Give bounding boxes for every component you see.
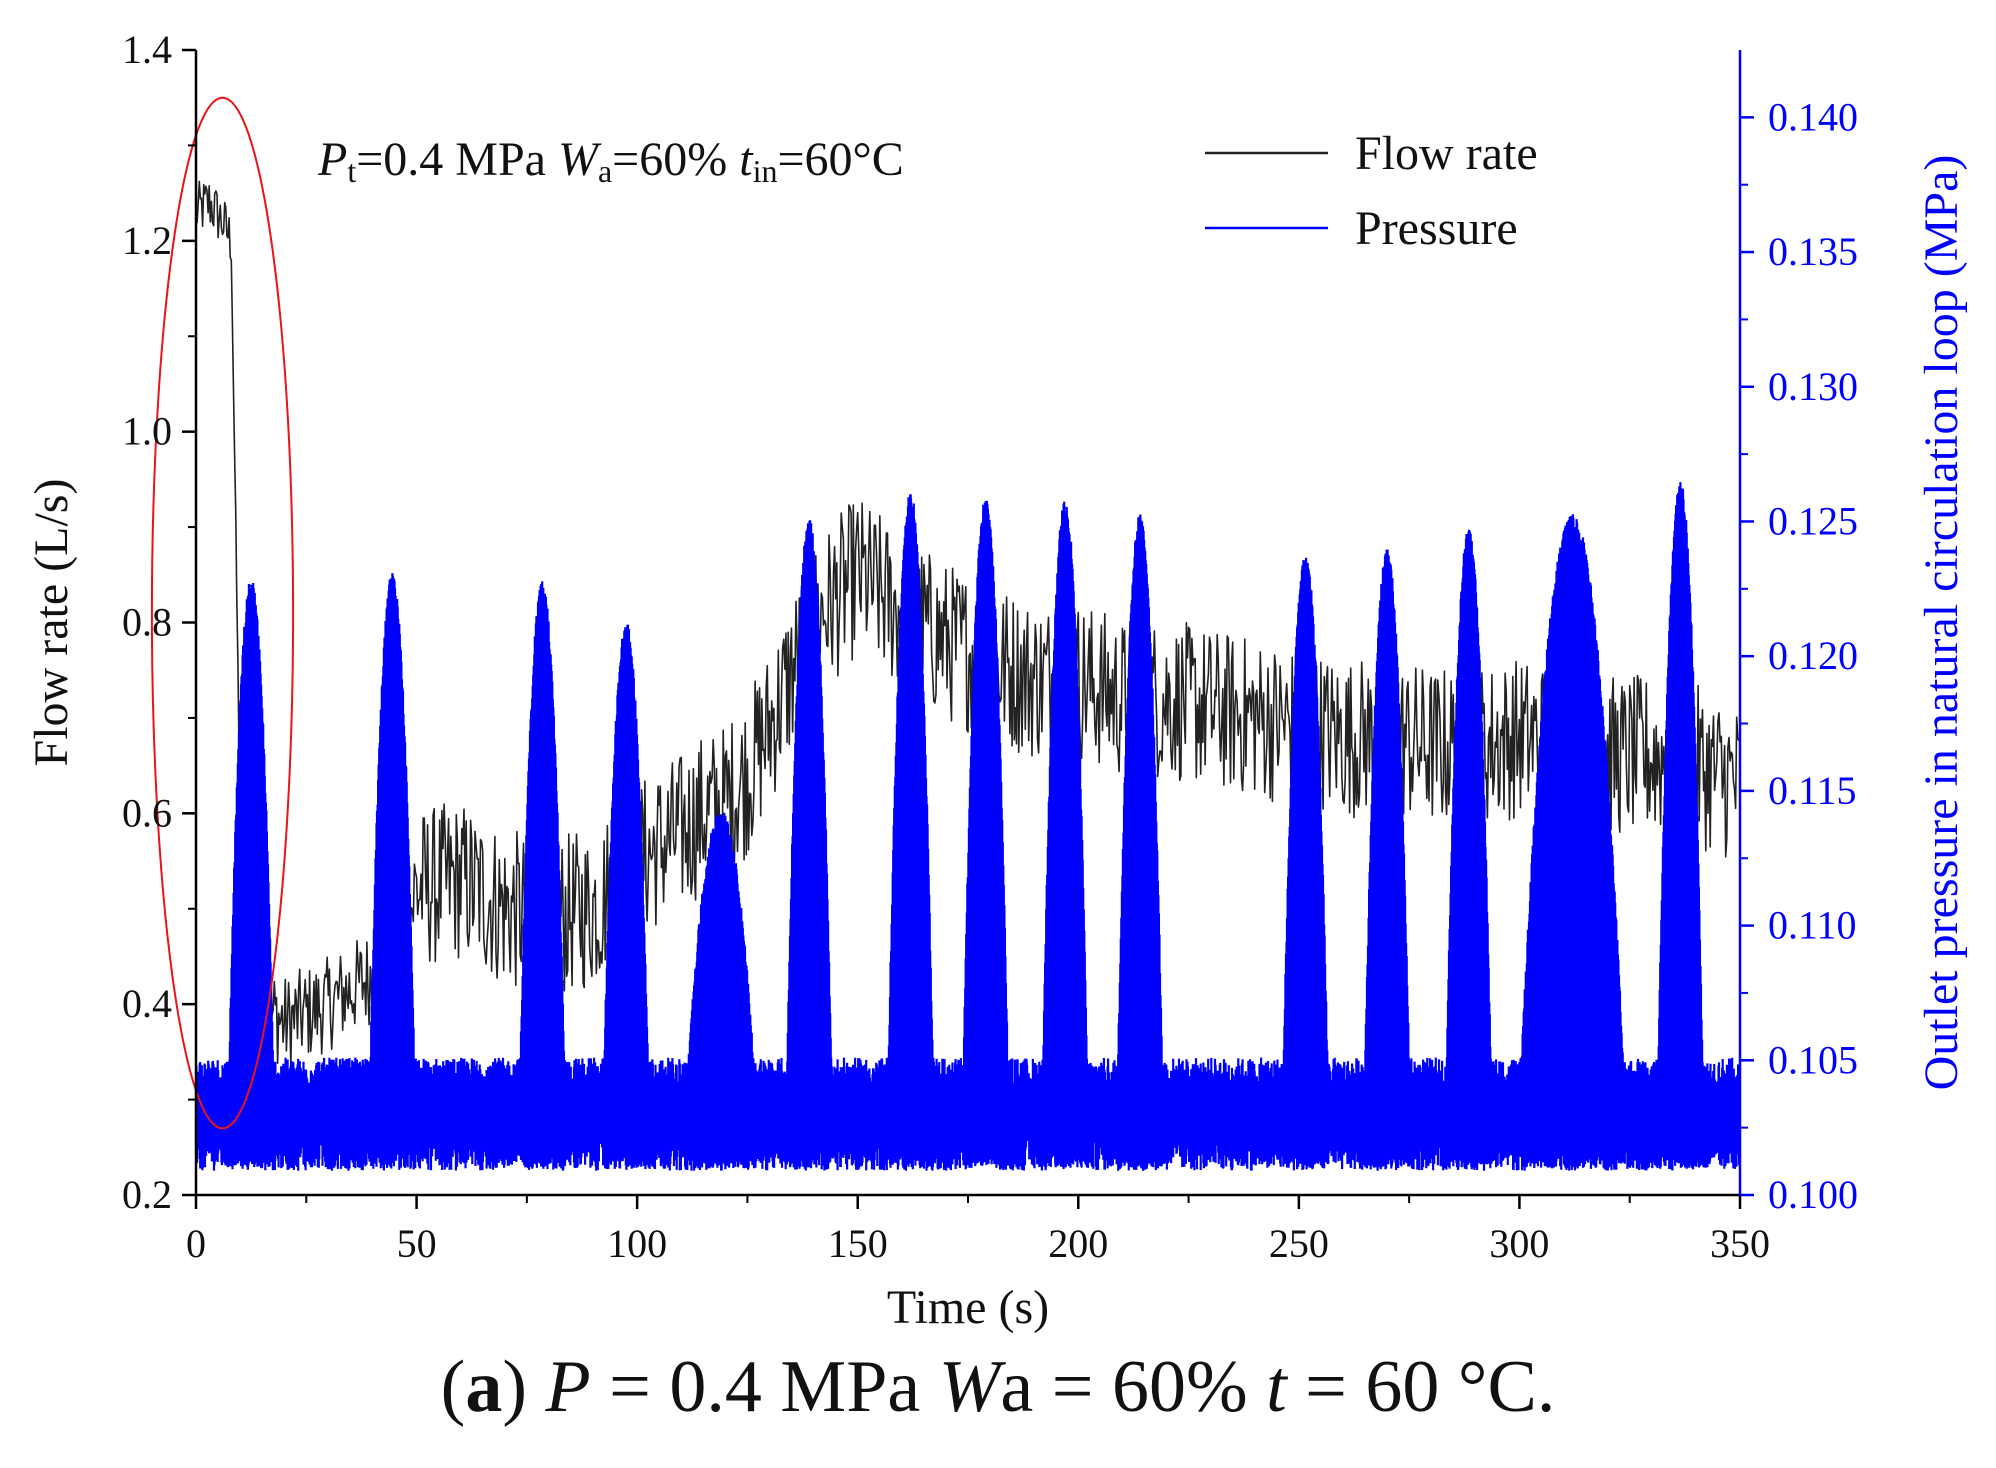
figure-caption: (a) P = 0.4 MPa Wa = 60% t = 60 °C. <box>440 1346 1556 1428</box>
pressure-peak-point <box>909 498 913 502</box>
x-tick-label: 250 <box>1269 1221 1329 1266</box>
chart-annotation: Pt=0.4 MPa Wa=60% tin=60°C <box>317 133 904 189</box>
pressure-peak-point <box>249 584 253 588</box>
x-tick-label: 200 <box>1048 1221 1108 1266</box>
pressure-peak-point <box>719 816 723 820</box>
y-left-tick-label: 1.2 <box>122 218 172 263</box>
x-tick-label: 0 <box>186 1221 206 1266</box>
pressure-peak-point <box>1138 520 1142 523</box>
y-right-tick-label: 0.120 <box>1768 633 1858 678</box>
y-right-axis-title: Outlet pressure in natural circulation l… <box>1915 155 1968 1091</box>
x-axis-title: Time (s) <box>887 1281 1049 1334</box>
annotation-p-sub: t <box>347 153 356 189</box>
pressure-peak-point <box>1304 560 1307 564</box>
caption-p: P <box>545 1346 591 1428</box>
caption-t: t <box>1266 1346 1287 1428</box>
annotation-p-value: =0.4 MPa <box>356 133 558 186</box>
pressure-peak-point <box>1385 555 1389 558</box>
annotation-t: t <box>739 133 754 186</box>
annotation-p: P <box>317 133 347 186</box>
pressure-peak-point <box>807 525 811 529</box>
x-tick-label: 300 <box>1489 1221 1549 1266</box>
y-right-tick-label: 0.140 <box>1768 94 1858 139</box>
y-right-tick-label: 0.130 <box>1768 364 1858 409</box>
annotation-t-sub: in <box>753 153 778 189</box>
y-right-tick-label: 0.135 <box>1768 229 1858 274</box>
y-left-tick-label: 1.0 <box>122 409 172 454</box>
x-tick-label: 50 <box>397 1221 437 1266</box>
y-left-tick-label: 0.4 <box>122 981 172 1026</box>
pressure-peak-point <box>984 503 988 507</box>
caption-text-3: = 60 °C. <box>1286 1346 1556 1428</box>
x-tick-label: 150 <box>828 1221 888 1266</box>
x-tick-label: 350 <box>1710 1221 1770 1266</box>
y-right-tick-label: 0.100 <box>1768 1172 1858 1217</box>
highlight-ellipse <box>150 96 295 1130</box>
pressure-peak-point <box>390 579 394 583</box>
y-left-axis-title: Flow rate (L/s) <box>25 479 78 767</box>
y-left-tick-label: 0.2 <box>122 1172 172 1217</box>
annotation-t-value: =60°C <box>777 133 903 186</box>
flow-rate-line <box>195 180 1741 1068</box>
pressure-peak-point <box>1063 506 1067 510</box>
caption-text-1: = 0.4 MPa <box>590 1346 939 1428</box>
caption-w: W <box>938 1346 1001 1428</box>
pressure-peak-point <box>1570 520 1574 523</box>
pressure-peak-point <box>1467 533 1471 537</box>
y-left-tick-label: 0.8 <box>122 600 172 645</box>
x-tick-label: 100 <box>607 1221 667 1266</box>
pressure-peak-point <box>624 627 628 631</box>
y-left-tick-label: 1.4 <box>122 27 172 72</box>
y-right-tick-label: 0.115 <box>1768 768 1857 813</box>
pressure-peak-point <box>540 587 544 591</box>
y-right-tick-label: 0.105 <box>1768 1037 1858 1082</box>
pressure-peak-point <box>1678 487 1682 491</box>
y-right-tick-label: 0.110 <box>1768 903 1857 948</box>
legend-label: Pressure <box>1355 202 1518 255</box>
y-left-tick-label: 0.6 <box>122 790 172 835</box>
caption-label: a <box>465 1346 503 1428</box>
chart-labels: 0 50 100 150 200 250 300 350 0.2 0.4 0.6 0.8 1.0 1.2 1… <box>25 27 1968 1334</box>
legend-label: Flow rate <box>1355 127 1538 180</box>
chart-axes <box>182 48 1754 1209</box>
annotation-w: W <box>558 133 602 186</box>
y-right-tick-label: 0.125 <box>1768 498 1858 543</box>
annotation-w-sub: a <box>598 153 612 189</box>
annotation-w-value: =60% <box>612 133 739 186</box>
caption-text-2: a = 60% <box>1000 1346 1267 1428</box>
